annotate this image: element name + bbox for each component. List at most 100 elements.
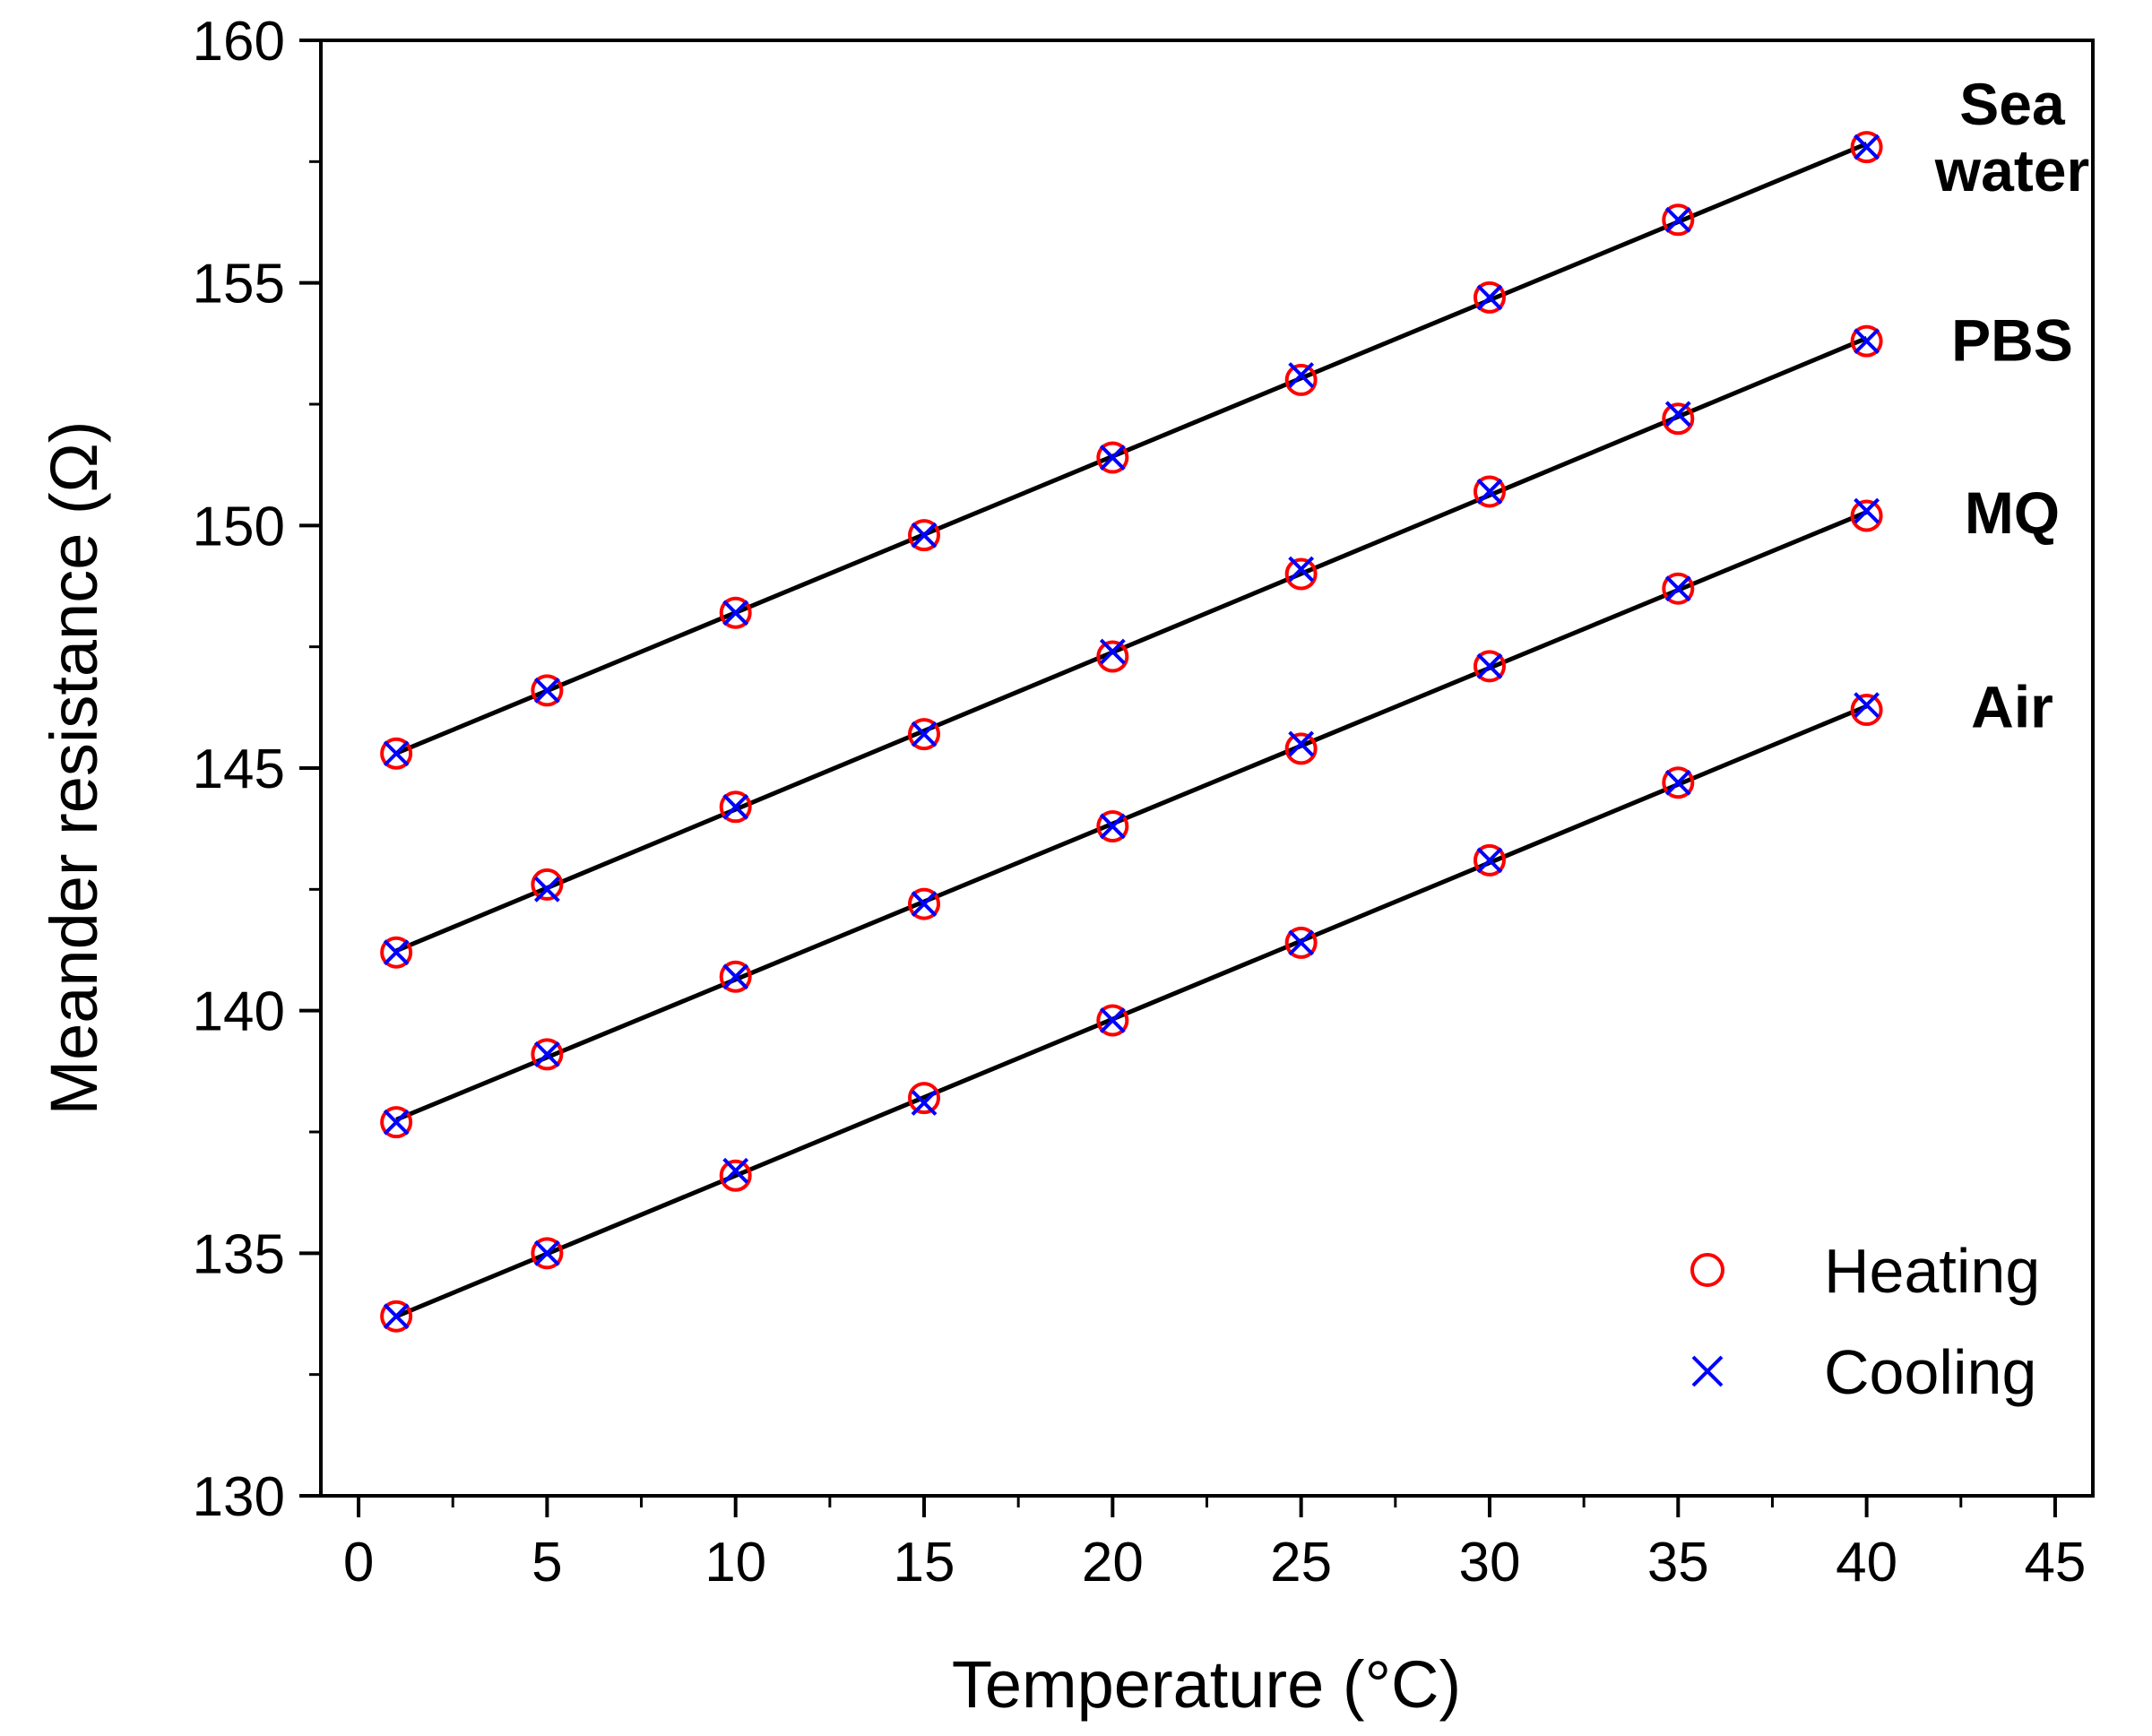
cooling-point <box>383 740 410 767</box>
cross-stroke <box>533 1041 560 1067</box>
y-tick-label: 140 <box>193 981 285 1043</box>
data-markers <box>380 131 1883 1333</box>
fit-line <box>395 335 1868 954</box>
cross-stroke <box>1664 401 1691 428</box>
x-tick-label: 5 <box>532 1532 562 1593</box>
cooling-point <box>722 600 749 626</box>
cooling-point <box>722 793 749 820</box>
cross-stroke <box>1476 479 1503 505</box>
heating-point <box>531 1237 564 1270</box>
cross-stroke <box>1099 638 1126 665</box>
cooling-point <box>1099 1007 1126 1033</box>
series-label-line: MQ <box>1965 479 2060 546</box>
heating-point <box>719 596 752 629</box>
heating-point <box>719 960 752 993</box>
heating-point <box>1284 926 1318 959</box>
heating-point <box>1850 499 1883 532</box>
legend-heating-marker <box>1690 1253 1724 1287</box>
series-label: PBS <box>1951 307 2073 374</box>
heating-point <box>1850 131 1883 164</box>
fit-line <box>395 704 1868 1319</box>
axis-ticks <box>299 39 2057 1517</box>
x-axis-title: Temperature (°C) <box>952 1647 1461 1722</box>
cross-stroke <box>722 793 749 820</box>
heating-point <box>1284 363 1318 396</box>
cooling-point <box>1854 497 1880 524</box>
fit-line <box>395 142 1868 756</box>
cooling-point <box>1854 328 1880 355</box>
cross-stroke <box>1288 929 1315 956</box>
cooling-point <box>383 939 410 966</box>
axis-tick-labels: 0 5 10 15 20 25 30 35 40 45 130 135 140 145 150 155 160 <box>193 11 2087 1593</box>
cooling-point <box>533 876 560 903</box>
heating-point <box>1662 203 1695 237</box>
cooling-point <box>1854 692 1880 719</box>
cross-stroke <box>1099 1007 1126 1033</box>
cooling-point <box>533 1041 560 1067</box>
cross-stroke <box>1476 652 1503 679</box>
cooling-point <box>1288 730 1315 757</box>
cross-stroke <box>383 1303 410 1330</box>
y-tick-label: 155 <box>193 254 285 315</box>
y-axis-title: Meander resistance (Ω) <box>37 420 111 1115</box>
heating-point <box>380 936 413 969</box>
y-tick-label: 145 <box>193 738 285 800</box>
cross-stroke <box>1476 847 1503 874</box>
heating-point <box>1473 843 1506 877</box>
cross-stroke <box>1854 328 1880 355</box>
heating-point <box>908 1082 941 1115</box>
cooling-point <box>1099 638 1126 665</box>
series-label-line: Sea <box>1959 71 2066 137</box>
cooling-point <box>1099 445 1126 471</box>
x-tick-label: 25 <box>1270 1532 1332 1593</box>
cross-stroke <box>1664 769 1691 796</box>
cooling-point <box>1476 284 1503 311</box>
y-tick-label: 130 <box>193 1466 285 1528</box>
y-tick-label: 135 <box>193 1223 285 1285</box>
cooling-point <box>1476 652 1503 679</box>
heating-point <box>531 1038 564 1071</box>
heating-point <box>380 737 413 770</box>
cooling-point <box>911 891 938 917</box>
legend-label: Heating <box>1824 1236 2040 1306</box>
cross-stroke <box>1099 445 1126 471</box>
series-label-line: water <box>1934 137 2089 203</box>
x-tick-label: 15 <box>894 1532 955 1593</box>
heating-point <box>1096 809 1129 842</box>
cross-stroke <box>722 963 749 990</box>
x-tick-label: 30 <box>1458 1532 1520 1593</box>
series-label: Air <box>1971 673 2053 739</box>
series-label: Sea water <box>1934 71 2089 203</box>
heating-point <box>908 718 941 751</box>
cross-stroke <box>1691 1355 1724 1387</box>
cross-stroke <box>1288 556 1315 583</box>
heating-point <box>1096 441 1129 474</box>
heating-point <box>1473 650 1506 683</box>
heating-point <box>380 1300 413 1333</box>
series-label-line: PBS <box>1951 307 2073 374</box>
cross-stroke <box>383 1109 410 1136</box>
heating-point <box>1284 557 1318 591</box>
heating-point <box>908 887 941 920</box>
cooling-point <box>1288 929 1315 956</box>
cooling-point <box>722 1157 749 1184</box>
cooling-point <box>1854 134 1880 160</box>
cooling-point <box>1476 847 1503 874</box>
y-tick-label: 150 <box>193 496 285 557</box>
heating-point <box>1662 572 1695 605</box>
cross-stroke <box>911 721 938 747</box>
cooling-point <box>1476 479 1503 505</box>
cross-stroke <box>1854 134 1880 160</box>
heating-point <box>719 790 752 824</box>
legend-label: Cooling <box>1824 1337 2036 1407</box>
cross-stroke <box>1664 206 1691 233</box>
x-tick-label: 40 <box>1836 1532 1897 1593</box>
heating-point <box>908 519 941 552</box>
legend-cooling-marker <box>1691 1355 1724 1387</box>
heating-point <box>380 1106 413 1139</box>
cooling-point <box>1664 575 1691 602</box>
x-tick-label: 10 <box>704 1532 766 1593</box>
cooling-point <box>911 522 938 548</box>
cross-stroke <box>1099 813 1126 840</box>
